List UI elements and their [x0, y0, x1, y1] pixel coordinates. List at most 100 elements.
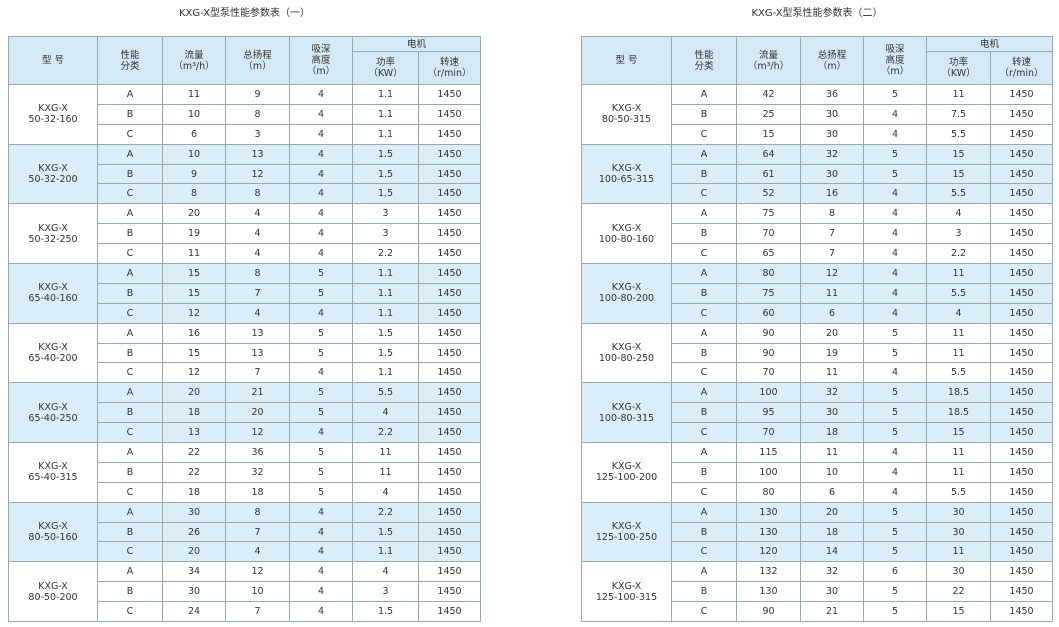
data-cell: 11 — [800, 282, 864, 304]
data-cell: 1450 — [418, 461, 481, 483]
data-cell: 1450 — [418, 442, 481, 463]
header-text: 总扬程 — [817, 49, 847, 61]
header-text: 高度 — [311, 55, 331, 66]
data-cell: 18 — [225, 481, 290, 503]
data-cell: A — [97, 561, 163, 583]
data-cell: 1450 — [990, 163, 1053, 185]
data-cell: C — [97, 243, 163, 265]
data-cell: 130 — [736, 581, 801, 603]
data-cell: 4 — [289, 123, 353, 145]
data-cell: C — [671, 243, 737, 265]
data-cell: 6 — [800, 481, 864, 503]
data-row: KXG-X 100-80-200 A 80 12 4 11 1450 — [581, 263, 1053, 324]
table-title: KXG-X型泵性能参数表（一） — [178, 8, 311, 19]
data-cell: 11 — [926, 263, 991, 284]
data-cell: 4 — [863, 243, 927, 265]
data-cell: 5.5 — [926, 481, 991, 503]
data-cell: 7 — [225, 521, 290, 543]
data-cell: 4 — [926, 302, 991, 324]
data-cell: 5 — [289, 282, 353, 304]
data-cell: 1450 — [990, 601, 1053, 623]
data-row: B 75 11 4 5.5 1450 — [582, 282, 1053, 304]
header-text: 分类 — [120, 60, 140, 72]
model-text: 65-40-250 — [28, 412, 78, 424]
data-cell: 11 — [800, 362, 864, 384]
data-cell: 19 — [162, 223, 226, 245]
data-cell: 1450 — [418, 422, 481, 444]
data-cell: 4 — [225, 302, 290, 324]
data-cell: 12 — [225, 561, 290, 583]
data-cell: 4 — [289, 362, 353, 384]
data-cell: 1450 — [418, 302, 481, 324]
data-cell: C — [97, 362, 163, 384]
model-cell: KXG-X 50-32-200 — [8, 143, 98, 205]
model-text: 50-32-250 — [28, 233, 78, 245]
data-cell: 5.5 — [352, 382, 419, 404]
data-cell: 11 — [926, 322, 991, 344]
data-row: B 95 30 5 18.5 1450 — [582, 402, 1053, 424]
data-cell: A — [97, 143, 163, 165]
data-cell: 1450 — [990, 342, 1053, 364]
data-cell: 5 — [863, 601, 927, 623]
data-cell: B — [671, 461, 737, 483]
data-row: B 61 30 5 15 1450 — [582, 163, 1053, 185]
data-cell: 1450 — [418, 223, 481, 245]
data-cell: 1450 — [418, 183, 481, 205]
data-cell: 4 — [289, 601, 353, 623]
data-cell: 1.5 — [352, 322, 419, 344]
data-cell: 4 — [289, 143, 353, 165]
data-cell: 2.2 — [926, 243, 991, 265]
data-cell: 30 — [162, 501, 226, 523]
data-cell: 1.1 — [352, 302, 419, 324]
data-cell: 4 — [289, 581, 353, 603]
data-row: KXG-X 100-80-250 A 90 20 5 11 1450 — [581, 322, 1053, 384]
data-cell: 1450 — [990, 382, 1053, 404]
data-cell: 16 — [162, 322, 226, 344]
data-cell: 18.5 — [926, 402, 991, 424]
model-cell: KXG-X 50-32-250 — [8, 203, 98, 265]
data-cell: 120 — [736, 541, 801, 563]
model-text: KXG-X — [38, 222, 68, 234]
data-cell: 4 — [225, 541, 290, 563]
data-cell: 36 — [225, 442, 290, 463]
header-row: 功率 （KW） 转速 （r/min） — [582, 51, 1053, 85]
data-cell: 18 — [162, 481, 226, 503]
header-cell: 转速 （r/min） — [990, 51, 1053, 85]
data-cell: 7 — [225, 601, 290, 623]
data-cell: 5 — [863, 581, 927, 603]
data-row: KXG-X 65-40-315 A 22 36 5 11 1450 — [8, 442, 481, 503]
data-cell: 2.2 — [352, 501, 419, 523]
data-cell: B — [671, 282, 737, 304]
header-text: 吸深 — [311, 44, 331, 55]
data-cell: A — [97, 203, 163, 225]
data-cell: 65 — [736, 243, 801, 265]
data-cell: 13 — [225, 342, 290, 364]
model-text: KXG-X — [611, 342, 642, 354]
data-row: KXG-X 125-100-250 A 130 20 5 30 1450 — [581, 501, 1053, 563]
data-cell: 4 — [352, 561, 419, 583]
data-cell: 1450 — [990, 302, 1053, 324]
data-cell: 1450 — [990, 442, 1053, 463]
data-cell: 4 — [863, 461, 927, 483]
data-cell: C — [97, 541, 163, 563]
data-cell: B — [671, 342, 737, 364]
data-cell: 1450 — [418, 342, 481, 364]
data-cell: A — [671, 143, 737, 165]
data-cell: 1450 — [990, 581, 1053, 603]
data-cell: 10 — [225, 581, 290, 603]
data-cell: 1.1 — [352, 282, 419, 304]
data-cell: 5 — [289, 322, 353, 344]
data-cell: 9 — [225, 84, 290, 105]
data-cell: 1450 — [418, 561, 481, 583]
model-text: 50-32-160 — [28, 114, 78, 126]
data-cell: B — [97, 282, 163, 304]
data-row: KXG-X 125-100-200 A 115 11 4 11 1450 — [581, 442, 1053, 503]
model-cell: KXG-X 65-40-250 — [8, 382, 98, 444]
header-cell: 型 号 — [581, 36, 672, 85]
data-cell: B — [97, 581, 163, 603]
data-cell: 130 — [736, 521, 801, 543]
data-row: C 52 16 4 5.5 1450 — [582, 183, 1053, 205]
data-cell: 95 — [736, 402, 801, 424]
table-panel: KXG-X型泵性能参数表（一）型 号性能 分类 流量 （m³/h） 总扬程 （m） 吸深 高度… — [8, 0, 481, 627]
data-row: C 13 12 4 2.2 1450 — [9, 422, 481, 444]
